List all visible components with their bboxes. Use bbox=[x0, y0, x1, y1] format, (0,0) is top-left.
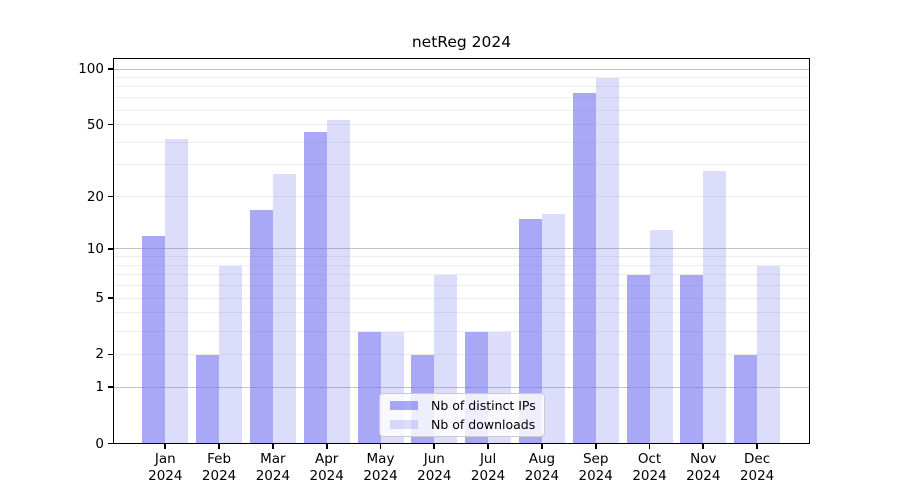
bar-nb-of-distinct-ips-nov bbox=[680, 275, 704, 444]
legend: Nb of distinct IPs Nb of downloads bbox=[379, 393, 545, 437]
gridline-minor-80 bbox=[113, 86, 810, 88]
x-tick-apr bbox=[325, 444, 328, 449]
x-tick-label-nov: Nov 2024 bbox=[686, 451, 721, 484]
bar-nb-of-distinct-ips-dec bbox=[734, 354, 758, 444]
plot-area bbox=[113, 58, 810, 444]
y-tick-label-50: 50 bbox=[86, 116, 104, 133]
bar-nb-of-distinct-ips-mar bbox=[249, 209, 273, 444]
gridline-minor-20 bbox=[113, 196, 810, 197]
gridline-minor-9 bbox=[113, 256, 810, 258]
bar-nb-of-downloads-dec bbox=[757, 265, 781, 444]
y-tick-1 bbox=[108, 386, 113, 389]
y-tick-label-1: 1 bbox=[95, 379, 104, 396]
gridline-minor-6 bbox=[113, 285, 810, 287]
gridline-major-100 bbox=[113, 68, 810, 70]
x-tick-jul bbox=[487, 444, 489, 449]
gridline-minor-90 bbox=[113, 77, 810, 79]
x-tick-jun bbox=[433, 444, 436, 449]
bar-nb-of-downloads-oct bbox=[649, 229, 673, 444]
gridline-minor-5 bbox=[113, 297, 810, 299]
gridline-minor-40 bbox=[113, 141, 810, 143]
legend-row-distinct-ips: Nb of distinct IPs bbox=[386, 398, 538, 413]
x-tick-label-may: May 2024 bbox=[363, 451, 398, 484]
gridline-minor-7 bbox=[113, 274, 810, 276]
bar-nb-of-downloads-nov bbox=[703, 170, 727, 444]
legend-label-downloads: Nb of downloads bbox=[431, 417, 536, 432]
gridline-minor-70 bbox=[113, 97, 810, 99]
x-tick-may bbox=[379, 444, 382, 449]
x-tick-mar bbox=[272, 444, 274, 449]
legend-row-downloads: Nb of downloads bbox=[386, 417, 538, 432]
legend-label-distinct-ips: Nb of distinct IPs bbox=[431, 398, 536, 413]
gridline-minor-8 bbox=[113, 264, 810, 266]
gridline-minor-50 bbox=[113, 124, 810, 126]
x-tick-sep bbox=[594, 444, 597, 449]
y-tick-20 bbox=[108, 195, 113, 198]
x-tick-label-jan: Jan 2024 bbox=[148, 451, 183, 484]
bar-nb-of-downloads-mar bbox=[272, 173, 296, 444]
bar-nb-of-distinct-ips-aug bbox=[518, 219, 542, 444]
gridline-minor-4 bbox=[113, 312, 810, 314]
x-tick-label-feb: Feb 2024 bbox=[201, 451, 237, 484]
gridline-minor-3 bbox=[113, 330, 810, 332]
y-tick-0 bbox=[108, 442, 113, 445]
x-tick-label-apr: Apr 2024 bbox=[309, 451, 344, 484]
gridline-minor-30 bbox=[113, 164, 810, 166]
x-tick-feb bbox=[218, 444, 220, 449]
gridline-major-10 bbox=[113, 248, 810, 250]
gridline-major-1 bbox=[113, 386, 810, 388]
bar-nb-of-distinct-ips-feb bbox=[196, 354, 220, 444]
y-tick-label-100: 100 bbox=[78, 61, 104, 78]
x-tick-label-jun: Jun 2024 bbox=[417, 451, 452, 484]
x-tick-label-mar: Mar 2024 bbox=[255, 451, 291, 484]
x-tick-label-dec: Dec 2024 bbox=[739, 451, 775, 484]
x-tick-label-jul: Jul 2024 bbox=[470, 451, 506, 484]
x-tick-dec bbox=[756, 444, 758, 449]
bar-nb-of-distinct-ips-apr bbox=[303, 131, 327, 444]
x-tick-label-aug: Aug 2024 bbox=[524, 451, 560, 484]
x-tick-label-oct: Oct 2024 bbox=[632, 451, 667, 484]
y-tick-50 bbox=[108, 123, 113, 126]
bar-nb-of-downloads-aug bbox=[541, 214, 565, 444]
legend-swatch-downloads bbox=[390, 420, 418, 429]
x-tick-aug bbox=[541, 444, 543, 449]
y-tick-label-10: 10 bbox=[86, 240, 104, 257]
bar-nb-of-distinct-ips-may bbox=[357, 331, 381, 444]
y-tick-label-20: 20 bbox=[86, 188, 104, 205]
y-tick-label-0: 0 bbox=[95, 435, 104, 452]
bar-nb-of-downloads-jan bbox=[165, 138, 189, 444]
legend-swatch-distinct-ips bbox=[390, 401, 418, 410]
y-tick-label-2: 2 bbox=[95, 346, 104, 363]
x-tick-oct bbox=[648, 444, 651, 449]
bar-nb-of-distinct-ips-jan bbox=[142, 235, 166, 444]
y-tick-5 bbox=[108, 297, 113, 299]
bar-nb-of-distinct-ips-sep bbox=[572, 92, 596, 444]
y-tick-10 bbox=[108, 248, 113, 250]
bar-nb-of-downloads-feb bbox=[219, 265, 243, 444]
x-tick-label-sep: Sep 2024 bbox=[578, 451, 613, 484]
chart-title: netReg 2024 bbox=[411, 33, 512, 51]
y-tick-2 bbox=[108, 353, 113, 356]
bar-nb-of-distinct-ips-oct bbox=[626, 275, 650, 444]
x-tick-nov bbox=[702, 444, 705, 449]
gridline-minor-2 bbox=[113, 353, 810, 355]
y-tick-label-5: 5 bbox=[95, 290, 104, 307]
bar-nb-of-downloads-sep bbox=[595, 78, 619, 444]
bar-nb-of-downloads-apr bbox=[326, 120, 350, 444]
x-tick-jan bbox=[164, 444, 167, 449]
gridline-minor-60 bbox=[113, 109, 810, 111]
y-tick-100 bbox=[108, 68, 113, 70]
